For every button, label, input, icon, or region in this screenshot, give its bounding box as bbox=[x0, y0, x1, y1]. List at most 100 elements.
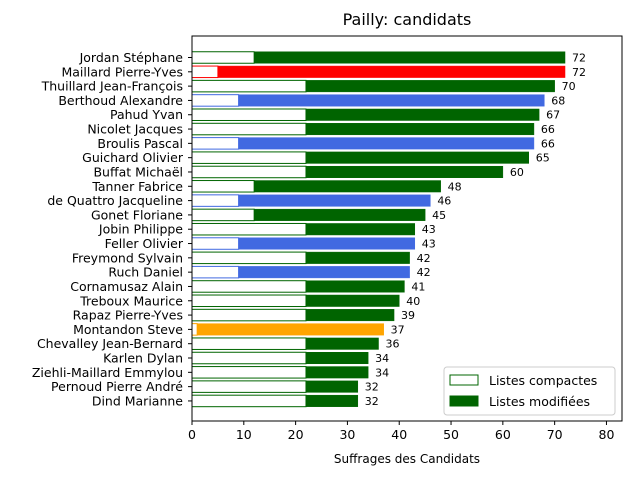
bar-modified-candidate-5 bbox=[305, 123, 535, 136]
bar-compact-candidate-13 bbox=[191, 237, 240, 250]
bar-value-label: 72 bbox=[572, 66, 586, 79]
chart-title: Pailly: candidats bbox=[343, 10, 472, 29]
bar-modified-candidate-1 bbox=[217, 65, 566, 78]
x-tick-label: 20 bbox=[288, 427, 304, 442]
bar-modified-candidate-24 bbox=[305, 394, 359, 407]
y-tick-label: Pernoud Pierre André bbox=[51, 379, 183, 394]
bar-compact-candidate-21 bbox=[191, 351, 307, 365]
legend: Listes compactes Listes modifiées bbox=[443, 366, 616, 416]
y-tick-label: Rapaz Pierre-Yves bbox=[73, 308, 183, 323]
legend-label: Listes modifiées bbox=[489, 394, 590, 409]
bar-compact-candidate-19 bbox=[191, 323, 198, 336]
bar-modified-candidate-4 bbox=[305, 108, 540, 121]
bar-modified-candidate-13 bbox=[238, 237, 416, 250]
y-tick-label: Thuillard Jean-François bbox=[41, 79, 183, 94]
y-tick-label: Pahud Yvan bbox=[110, 107, 183, 122]
bar-value-label: 65 bbox=[536, 152, 550, 165]
legend-swatch bbox=[449, 395, 479, 407]
x-tick-label: 60 bbox=[495, 427, 511, 442]
bar-compact-candidate-6 bbox=[191, 137, 240, 150]
bar-value-label: 36 bbox=[386, 338, 400, 351]
bar-modified-candidate-21 bbox=[305, 352, 369, 365]
bar-compact-candidate-18 bbox=[191, 308, 307, 322]
x-axis: 0 10 20 30 40 50 60 70 80 bbox=[188, 421, 614, 442]
legend-box bbox=[443, 366, 616, 416]
bar-value-label: 41 bbox=[411, 280, 425, 293]
legend-label: Listes compactes bbox=[489, 373, 597, 388]
bar-value-label: 48 bbox=[448, 180, 462, 193]
y-tick-label: Ziehli-Maillard Emmylou bbox=[32, 365, 183, 380]
bar-compact-candidate-3 bbox=[191, 94, 240, 107]
y-tick-label: Gonet Floriane bbox=[91, 207, 183, 222]
y-tick-label: Guichard Olivier bbox=[82, 150, 184, 165]
bar-modified-candidate-22 bbox=[305, 366, 369, 379]
bar-compact-candidate-7 bbox=[191, 151, 307, 164]
bar-compact-candidate-1 bbox=[191, 65, 219, 79]
bar-value-label: 43 bbox=[422, 238, 436, 251]
bar-modified-candidate-19 bbox=[196, 323, 384, 336]
bar-compact-candidate-14 bbox=[191, 251, 307, 265]
y-tick-label: Nicolet Jacques bbox=[87, 122, 183, 137]
bar-modified-candidate-2 bbox=[305, 80, 555, 93]
bar-value-label: 66 bbox=[541, 137, 555, 150]
bar-value-label: 39 bbox=[401, 309, 415, 322]
bar-modified-candidate-11 bbox=[253, 208, 426, 221]
bar-modified-candidate-20 bbox=[305, 337, 379, 350]
y-tick-label: Jordan Stéphane bbox=[79, 50, 184, 65]
bars-group: 72 Jordan Stéphane 72 Maillard Pierre-Yves 7… bbox=[32, 50, 586, 408]
y-tick-label: Montandon Steve bbox=[73, 322, 183, 337]
bar-value-label: 32 bbox=[365, 395, 379, 408]
bar-modified-candidate-6 bbox=[238, 137, 535, 150]
bar-value-label: 45 bbox=[432, 209, 446, 222]
bar-compact-candidate-5 bbox=[191, 122, 307, 136]
bar-compact-candidate-9 bbox=[191, 180, 255, 193]
y-tick-label: Berthoud Alexandre bbox=[58, 93, 183, 108]
bar-value-label: 70 bbox=[562, 80, 576, 93]
bar-modified-candidate-16 bbox=[305, 280, 405, 293]
y-tick-label: Chevalley Jean-Bernard bbox=[37, 336, 183, 351]
y-tick-label: Maillard Pierre-Yves bbox=[61, 64, 183, 79]
bar-value-label: 32 bbox=[365, 381, 379, 394]
bar-compact-candidate-23 bbox=[191, 380, 307, 393]
bar-compact-candidate-12 bbox=[191, 222, 307, 236]
bar-modified-candidate-0 bbox=[253, 51, 566, 64]
y-tick-label: Dind Marianne bbox=[92, 393, 183, 408]
bar-value-label: 43 bbox=[422, 223, 436, 236]
bar-modified-candidate-17 bbox=[305, 294, 400, 307]
bar-value-label: 60 bbox=[510, 166, 524, 179]
y-tick-label: Ruch Daniel bbox=[108, 265, 183, 280]
legend-swatch bbox=[449, 374, 479, 386]
x-tick-label: 80 bbox=[599, 427, 615, 442]
plot-frame bbox=[191, 35, 623, 422]
x-tick-label: 70 bbox=[547, 427, 563, 442]
bar-compact-candidate-4 bbox=[191, 108, 307, 121]
bar-compact-candidate-10 bbox=[191, 194, 240, 207]
y-tick-label: Broulis Pascal bbox=[97, 136, 183, 151]
bar-value-label: 72 bbox=[572, 52, 586, 65]
y-tick-label: Treboux Maurice bbox=[79, 293, 183, 308]
bar-modified-candidate-23 bbox=[305, 380, 359, 393]
bar-compact-candidate-22 bbox=[191, 366, 307, 379]
x-tick-label: 10 bbox=[236, 427, 252, 442]
bar-value-label: 37 bbox=[391, 323, 405, 336]
bar-compact-candidate-16 bbox=[191, 280, 307, 293]
bar-modified-candidate-15 bbox=[238, 266, 410, 279]
bar-value-label: 46 bbox=[437, 195, 451, 208]
x-axis-label: Suffrages des Candidats bbox=[334, 452, 480, 466]
bar-modified-candidate-10 bbox=[238, 194, 431, 207]
x-tick-label: 30 bbox=[339, 427, 355, 442]
x-tick-label: 0 bbox=[188, 427, 196, 442]
y-tick-label: Karlen Dylan bbox=[103, 351, 183, 366]
y-tick-label: Freymond Sylvain bbox=[72, 250, 183, 265]
bar-value-label: 66 bbox=[541, 123, 555, 136]
bar-value-label: 42 bbox=[417, 266, 431, 279]
y-tick-label: Tanner Fabrice bbox=[91, 179, 183, 194]
x-tick-label: 40 bbox=[391, 427, 407, 442]
bar-compact-candidate-17 bbox=[191, 294, 307, 308]
bar-compact-candidate-11 bbox=[191, 208, 255, 222]
bar-compact-candidate-2 bbox=[191, 79, 307, 93]
y-tick-label: de Quattro Jacqueline bbox=[47, 193, 183, 208]
bar-modified-candidate-18 bbox=[305, 309, 395, 322]
bar-modified-candidate-9 bbox=[253, 180, 441, 193]
